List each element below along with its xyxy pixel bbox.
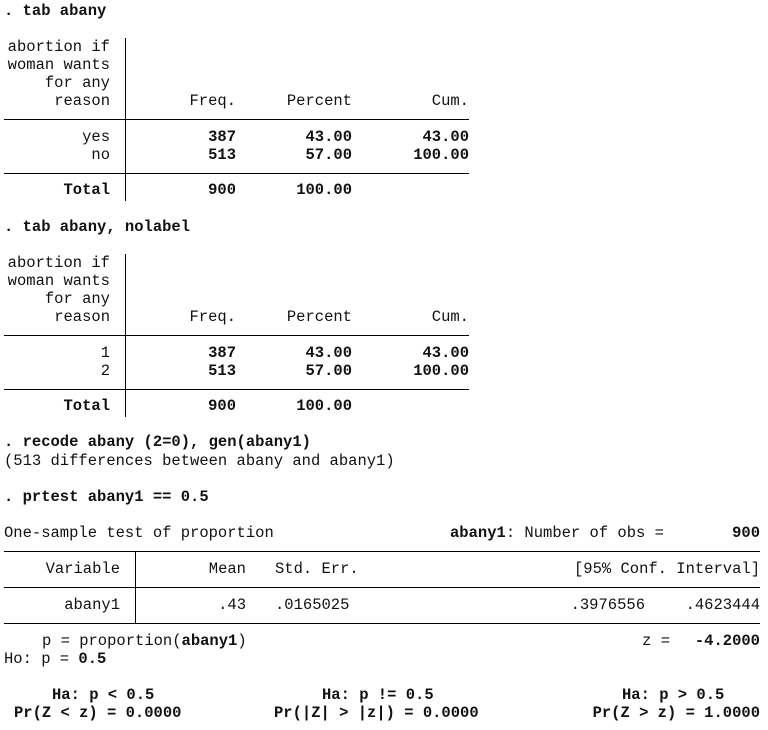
- divider: [4, 551, 760, 552]
- total-label: Total: [63, 397, 110, 415]
- col-conf-interval: [95% Conf. Interval]: [573, 560, 760, 578]
- ho-value: 0.5: [78, 650, 107, 668]
- row-header-line: woman wants: [7, 56, 110, 74]
- col-mean: Mean: [208, 560, 246, 578]
- divider: [4, 119, 469, 120]
- obs-label: : Number of obs =: [505, 524, 664, 542]
- obs-value: 900: [732, 524, 760, 542]
- divider: [4, 623, 760, 624]
- cell-percent: 43.00: [305, 128, 352, 146]
- row-header-line: abortion if: [7, 254, 110, 272]
- row-header-line: woman wants: [7, 272, 110, 290]
- cell-freq: 387: [208, 128, 236, 146]
- z-label: z =: [642, 632, 670, 650]
- col-cum: Cum.: [431, 308, 469, 326]
- pr-lower: Pr(Z < z) = 0.0000: [14, 704, 182, 722]
- cell-freq: 513: [208, 362, 236, 380]
- p-def-suffix: ): [237, 632, 247, 650]
- command-tab-nolabel: . tab abany, nolabel: [4, 218, 191, 236]
- cell-cum: 100.00: [413, 146, 469, 164]
- total-percent: 100.00: [296, 397, 352, 415]
- cell-percent: 43.00: [305, 344, 352, 362]
- col-percent: Percent: [286, 308, 352, 326]
- row-label: 2: [100, 362, 110, 380]
- cell-mean: .43: [218, 596, 246, 614]
- pr-two-sided: Pr(|Z| > |z|) = 0.0000: [274, 704, 479, 722]
- test-title: One-sample test of proportion: [4, 524, 274, 542]
- command-recode: . recode abany (2=0), gen(abany1): [4, 433, 311, 451]
- row-header-line: for any: [44, 74, 110, 92]
- row-label: no: [91, 146, 110, 164]
- p-def-prefix: p = proportion(: [42, 632, 182, 650]
- row-header-line: reason: [54, 92, 110, 110]
- col-cum: Cum.: [431, 92, 469, 110]
- p-def-var: abany1: [181, 632, 238, 650]
- col-freq: Freq.: [189, 92, 236, 110]
- row-header-line: reason: [54, 308, 110, 326]
- row-header-line: for any: [44, 290, 110, 308]
- obs-info: abany1: Number of obs =: [450, 524, 664, 542]
- command-prtest: . prtest abany1 == 0.5: [4, 488, 209, 506]
- cell-ci-low: .3976556: [570, 596, 645, 614]
- col-percent: Percent: [286, 92, 352, 110]
- cell-freq: 513: [208, 146, 236, 164]
- cell-cum: 43.00: [422, 128, 469, 146]
- cell-cum: 100.00: [413, 362, 469, 380]
- row-label: 1: [100, 344, 110, 362]
- ha-lower: Ha: p < 0.5: [52, 686, 155, 704]
- divider: [125, 38, 126, 201]
- total-label: Total: [63, 181, 110, 199]
- col-freq: Freq.: [189, 308, 236, 326]
- col-std-err: Std. Err.: [275, 560, 359, 578]
- pr-upper: Pr(Z > z) = 1.0000: [592, 704, 760, 722]
- total-freq: 900: [208, 181, 236, 199]
- cell-percent: 57.00: [305, 146, 352, 164]
- cell-cum: 43.00: [422, 344, 469, 362]
- divider: [4, 587, 760, 588]
- p-definition: p = proportion(abany1): [42, 632, 247, 650]
- total-percent: 100.00: [296, 181, 352, 199]
- cell-percent: 57.00: [305, 362, 352, 380]
- obs-var: abany1: [450, 524, 506, 542]
- ho-prefix: Ho: p =: [4, 650, 79, 668]
- z-value: -4.2000: [694, 632, 760, 650]
- divider: [4, 173, 469, 174]
- row-variable: abany1: [64, 596, 120, 614]
- ha-two-sided: Ha: p != 0.5: [322, 686, 434, 704]
- null-hypothesis: Ho: p = 0.5: [4, 650, 106, 668]
- row-header-line: abortion if: [7, 38, 110, 56]
- command-tab-abany: . tab abany: [4, 2, 107, 20]
- col-variable: Variable: [45, 560, 120, 578]
- recode-message: (513 differences between abany and abany…: [4, 452, 395, 470]
- ha-upper: Ha: p > 0.5: [622, 686, 725, 704]
- cell-freq: 387: [208, 344, 236, 362]
- cell-ci-high: .4623444: [685, 596, 760, 614]
- divider: [4, 389, 469, 390]
- divider: [4, 335, 469, 336]
- row-label: yes: [82, 128, 110, 146]
- total-freq: 900: [208, 397, 236, 415]
- divider: [125, 254, 126, 417]
- cell-std-err: .0165025: [275, 596, 350, 614]
